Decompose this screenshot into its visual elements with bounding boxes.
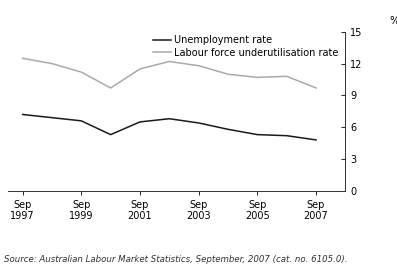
Labour force underutilisation rate	[108, 86, 113, 90]
Unemployment rate	[196, 121, 201, 125]
Unemployment rate	[138, 120, 143, 123]
Labour force underutilisation rate	[79, 70, 84, 74]
Text: Source: Australian Labour Market Statistics, September, 2007 (cat. no. 6105.0).: Source: Australian Labour Market Statist…	[4, 255, 347, 264]
Unemployment rate	[167, 117, 172, 120]
Labour force underutilisation rate	[20, 57, 25, 60]
Unemployment rate	[20, 113, 25, 116]
Unemployment rate	[255, 133, 260, 136]
Labour force underutilisation rate	[225, 73, 230, 76]
Text: %: %	[390, 16, 397, 26]
Labour force underutilisation rate	[167, 60, 172, 63]
Labour force underutilisation rate	[314, 86, 318, 90]
Labour force underutilisation rate	[138, 67, 143, 70]
Unemployment rate	[79, 119, 84, 122]
Unemployment rate	[284, 134, 289, 137]
Labour force underutilisation rate	[50, 62, 54, 65]
Unemployment rate	[225, 128, 230, 131]
Labour force underutilisation rate	[255, 76, 260, 79]
Unemployment rate	[314, 138, 318, 142]
Legend: Unemployment rate, Labour force underutilisation rate: Unemployment rate, Labour force underuti…	[153, 35, 339, 58]
Line: Unemployment rate: Unemployment rate	[23, 114, 316, 140]
Labour force underutilisation rate	[284, 75, 289, 78]
Line: Labour force underutilisation rate: Labour force underutilisation rate	[23, 58, 316, 88]
Unemployment rate	[50, 116, 54, 119]
Unemployment rate	[108, 133, 113, 136]
Labour force underutilisation rate	[196, 64, 201, 67]
